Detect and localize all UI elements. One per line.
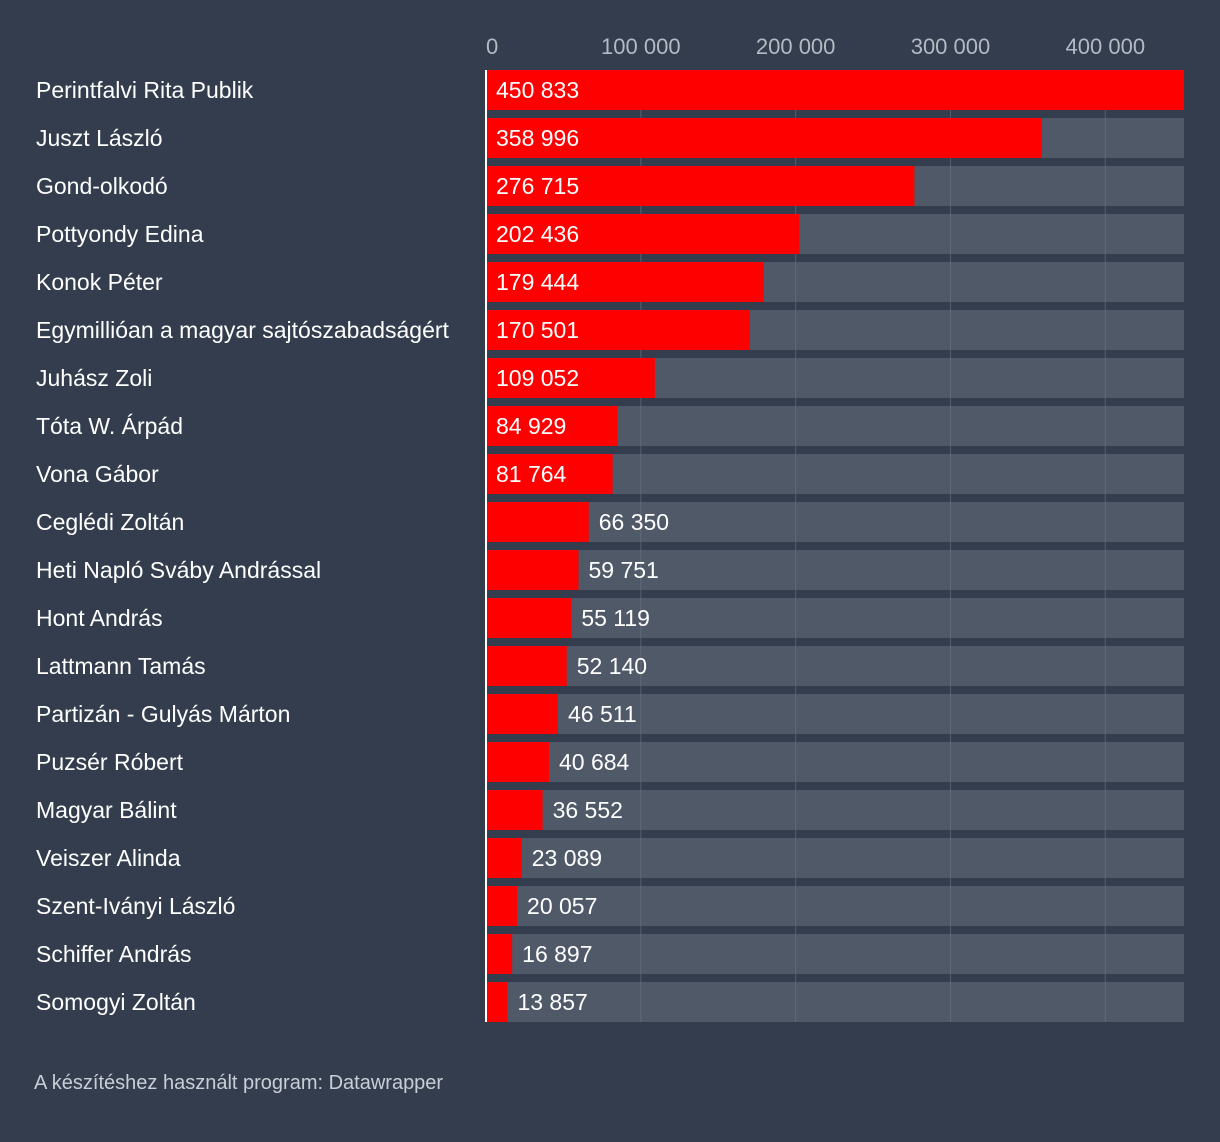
value-label-tota-w-arpad: 84 929 <box>496 413 566 439</box>
bar-track-lattmann-tamas <box>486 646 1184 686</box>
value-label-juszt-laszlo: 358 996 <box>496 125 579 151</box>
x-tick-label-0: 0 <box>486 34 498 59</box>
value-label-konok-peter: 179 444 <box>496 269 579 295</box>
x-tick-label-400000: 400 000 <box>1066 34 1146 59</box>
bar-magyar-balint <box>486 790 543 830</box>
value-label-egymillioan-a-magyar-sajtoszabadsagert: 170 501 <box>496 317 579 343</box>
bar-juszt-laszlo <box>486 118 1042 158</box>
row-label-heti-naplo-svaby-andrassal: Heti Napló Sváby Andrással <box>36 557 321 583</box>
row-label-somogyi-zoltan: Somogyi Zoltán <box>36 989 196 1015</box>
value-label-puzser-robert: 40 684 <box>559 749 630 775</box>
row-label-pottyondy-edina: Pottyondy Edina <box>36 221 204 247</box>
bar-track-puzser-robert <box>486 742 1184 782</box>
row-label-lattmann-tamas: Lattmann Tamás <box>36 653 206 679</box>
value-label-partizan-gulyas-marton: 46 511 <box>568 701 637 727</box>
bar-tota-w-arpad <box>486 406 618 446</box>
row-labels: Perintfalvi Rita Publik Juszt László Gond-… <box>36 77 450 1015</box>
bar-track-partizan-gulyas-marton <box>486 694 1184 734</box>
row-label-tota-w-arpad: Tóta W. Árpád <box>36 413 183 439</box>
value-label-perintfalvi-rita-publik: 450 833 <box>496 77 579 103</box>
bar-schiffer-andras <box>486 934 513 974</box>
value-label-veiszer-alinda: 23 089 <box>532 845 602 871</box>
bar-cegledi-zoltan <box>486 502 589 542</box>
row-label-perintfalvi-rita-publik: Perintfalvi Rita Publik <box>36 77 254 103</box>
value-label-magyar-balint: 36 552 <box>553 797 623 823</box>
bar-juhasz-zoli <box>486 358 655 398</box>
row-label-juhasz-zoli: Juhász Zoli <box>36 365 152 391</box>
value-label-pottyondy-edina: 202 436 <box>496 221 579 247</box>
bar-perintfalvi-rita-publik <box>486 70 1184 110</box>
x-axis-ticks: 0 100 000 200 000 300 000 400 000 <box>486 34 1145 59</box>
row-label-puzser-robert: Puzsér Róbert <box>36 749 184 775</box>
bar-track-veiszer-alinda <box>486 838 1184 878</box>
value-label-somogyi-zoltan: 13 857 <box>517 989 587 1015</box>
row-label-partizan-gulyas-marton: Partizán - Gulyás Márton <box>36 701 290 727</box>
bar-tracks <box>486 70 1184 1022</box>
bar-somogyi-zoltan <box>486 982 508 1022</box>
bar-partizan-gulyas-marton <box>486 694 559 734</box>
value-label-heti-naplo-svaby-andrassal: 59 751 <box>589 557 659 583</box>
row-label-veiszer-alinda: Veiszer Alinda <box>36 845 181 871</box>
value-label-gond-olkodo: 276 715 <box>496 173 579 199</box>
bar-pottyondy-edina <box>486 214 800 254</box>
bar-heti-naplo-svaby-andrassal <box>486 550 579 590</box>
row-label-hont-andras: Hont András <box>36 605 163 631</box>
value-label-cegledi-zoltan: 66 350 <box>599 509 669 535</box>
bar-track-magyar-balint <box>486 790 1184 830</box>
value-label-vona-gabor: 81 764 <box>496 461 567 487</box>
bar-track-schiffer-andras <box>486 934 1184 974</box>
value-labels: 450 833 358 996 276 715 202 436 179 444 170 5… <box>496 77 669 1015</box>
row-label-magyar-balint: Magyar Bálint <box>36 797 177 823</box>
value-label-juhasz-zoli: 109 052 <box>496 365 579 391</box>
row-label-cegledi-zoltan: Ceglédi Zoltán <box>36 509 184 535</box>
bar-hont-andras <box>486 598 572 638</box>
bar-veiszer-alinda <box>486 838 522 878</box>
x-tick-label-200000: 200 000 <box>756 34 836 59</box>
row-label-egymillioan-a-magyar-sajtoszabadsagert: Egymillióan a magyar sajtószabadságért <box>36 317 450 343</box>
value-label-hont-andras: 55 119 <box>581 605 650 631</box>
bar-puzser-robert <box>486 742 549 782</box>
x-tick-label-100000: 100 000 <box>601 34 681 59</box>
row-label-szent-ivanyi-laszlo: Szent-Iványi László <box>36 893 235 919</box>
row-label-juszt-laszlo: Juszt László <box>36 125 163 151</box>
bar-lattmann-tamas <box>486 646 567 686</box>
credit-footer: A készítéshez használt program: Datawrap… <box>34 1072 444 1094</box>
row-label-schiffer-andras: Schiffer András <box>36 941 192 967</box>
bar-track-cegledi-zoltan <box>486 502 1184 542</box>
value-label-szent-ivanyi-laszlo: 20 057 <box>527 893 597 919</box>
bar-konok-peter <box>486 262 764 302</box>
value-label-lattmann-tamas: 52 140 <box>577 653 647 679</box>
bar-track-somogyi-zoltan <box>486 982 1184 1022</box>
bar-track-heti-naplo-svaby-andrassal <box>486 550 1184 590</box>
row-label-vona-gabor: Vona Gábor <box>36 461 159 487</box>
bar-gond-olkodo <box>486 166 915 206</box>
row-label-konok-peter: Konok Péter <box>36 269 163 295</box>
bar-track-hont-andras <box>486 598 1184 638</box>
x-tick-label-300000: 300 000 <box>911 34 991 59</box>
gridlines <box>640 70 1106 1022</box>
value-label-schiffer-andras: 16 897 <box>522 941 592 967</box>
bar-egymillioan-a-magyar-sajtoszabadsagert <box>486 310 750 350</box>
bars <box>486 70 1184 1022</box>
row-label-gond-olkodo: Gond-olkodó <box>36 173 168 199</box>
bar-szent-ivanyi-laszlo <box>486 886 518 926</box>
bar-vona-gabor <box>486 454 613 494</box>
bar-track-szent-ivanyi-laszlo <box>486 886 1184 926</box>
